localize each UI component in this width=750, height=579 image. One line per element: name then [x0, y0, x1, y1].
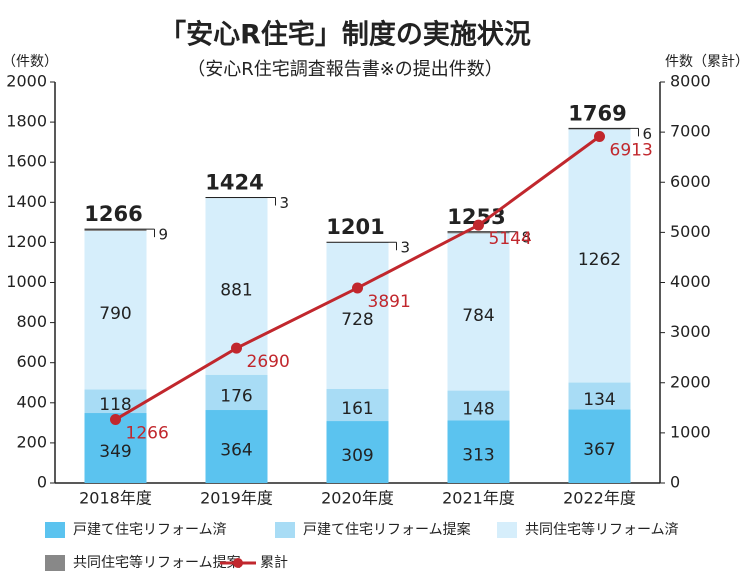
y-tick-label: 800	[16, 312, 47, 331]
legend-label: 共同住宅等リフォーム済	[525, 521, 679, 538]
line-value-label: 1266	[126, 424, 169, 444]
bar-segment	[84, 389, 147, 414]
y2-axis-label: 件数（累計）	[665, 54, 749, 70]
chart-title: 「安心R住宅」制度の実施状況	[159, 19, 531, 51]
y2-tick-label: 1000	[670, 422, 711, 441]
line-point	[594, 130, 605, 142]
line-point	[110, 414, 121, 426]
bar-segment	[568, 129, 631, 383]
y-tick-label: 2000	[6, 72, 47, 91]
legend-swatch	[497, 522, 517, 538]
value-label: 3	[280, 194, 290, 212]
y2-tick-label: 3000	[670, 322, 711, 341]
legend-swatch	[275, 522, 295, 538]
value-label: 6	[643, 125, 653, 143]
value-label: 309	[341, 446, 373, 466]
y-axis-label: （件数）	[2, 54, 58, 70]
legend-swatch	[45, 555, 65, 571]
x-tick-label: 2022年度	[563, 489, 636, 508]
value-label: 3	[401, 239, 411, 257]
bar-segment	[205, 374, 268, 411]
x-tick-label: 2020年度	[321, 489, 394, 508]
bar-segment	[568, 382, 631, 410]
y2-tick-label: 5000	[670, 222, 711, 241]
legend-label: 累計	[260, 555, 288, 571]
y-tick-label: 1600	[6, 152, 47, 171]
value-label: 313	[462, 446, 494, 466]
value-label: 118	[99, 395, 131, 415]
value-label: 176	[220, 386, 252, 406]
value-label: 728	[341, 310, 373, 330]
bar-segment	[447, 390, 510, 421]
value-label: 784	[462, 306, 494, 326]
y-tick-label: 1800	[6, 112, 47, 131]
value-label: 1262	[578, 250, 621, 270]
value-label: 881	[220, 280, 252, 300]
line-value-label: 5144	[489, 229, 532, 249]
line-point	[473, 219, 484, 231]
value-label: 148	[462, 399, 494, 419]
value-label: 161	[341, 399, 373, 419]
bar-segment	[326, 388, 389, 422]
bar-segment	[326, 242, 389, 389]
line-point	[352, 282, 363, 294]
legend-label: 戸建て住宅リフォーム済	[73, 522, 227, 538]
value-label: 367	[583, 440, 615, 460]
total-label: 1769	[568, 101, 626, 125]
y2-tick-label: 6000	[670, 172, 711, 191]
bar-segment	[568, 409, 631, 483]
bar-segment	[326, 421, 389, 483]
y-tick-label: 1400	[6, 192, 47, 211]
total-label: 1266	[84, 202, 142, 226]
y-tick-label: 0	[37, 473, 47, 492]
chart-subtitle: （安心R住宅調査報告書※の提出件数）	[187, 59, 503, 80]
bar-segment	[447, 231, 510, 234]
x-tick-label: 2019年度	[200, 489, 273, 508]
y-tick-label: 600	[16, 352, 47, 371]
legend-swatch	[45, 522, 65, 538]
y-tick-label: 200	[16, 432, 47, 451]
bar-segment	[447, 233, 510, 391]
value-label: 790	[99, 304, 131, 324]
bar-segment	[205, 410, 268, 483]
y2-tick-label: 4000	[670, 272, 711, 291]
legend-label: 戸建て住宅リフォーム提案	[303, 521, 471, 538]
legend-marker	[233, 558, 243, 568]
x-tick-label: 2021年度	[442, 489, 515, 508]
bar-segment	[84, 230, 147, 390]
line-value-label: 2690	[247, 352, 290, 372]
bar-segment	[447, 420, 510, 483]
line-value-label: 6913	[610, 140, 653, 160]
y2-tick-label: 2000	[670, 372, 711, 391]
y-tick-label: 1200	[6, 232, 47, 251]
y2-tick-label: 0	[670, 473, 680, 492]
line-point	[231, 342, 242, 354]
y-tick-label: 400	[16, 392, 47, 411]
value-label: 349	[99, 442, 131, 462]
y2-tick-label: 7000	[670, 122, 711, 141]
value-label: 134	[583, 390, 615, 410]
bar-segment	[84, 229, 147, 231]
y2-tick-label: 8000	[670, 72, 711, 91]
value-label: 8	[522, 228, 532, 246]
total-label: 1201	[326, 215, 384, 239]
y-tick-label: 1000	[6, 272, 47, 291]
line-value-label: 3891	[368, 292, 411, 312]
bar-segment	[568, 128, 631, 130]
total-label: 1424	[205, 170, 263, 194]
legend-label: 共同住宅等リフォーム提案	[73, 554, 241, 571]
value-label: 364	[220, 441, 252, 461]
x-tick-label: 2018年度	[79, 489, 152, 508]
value-label: 9	[159, 226, 169, 244]
